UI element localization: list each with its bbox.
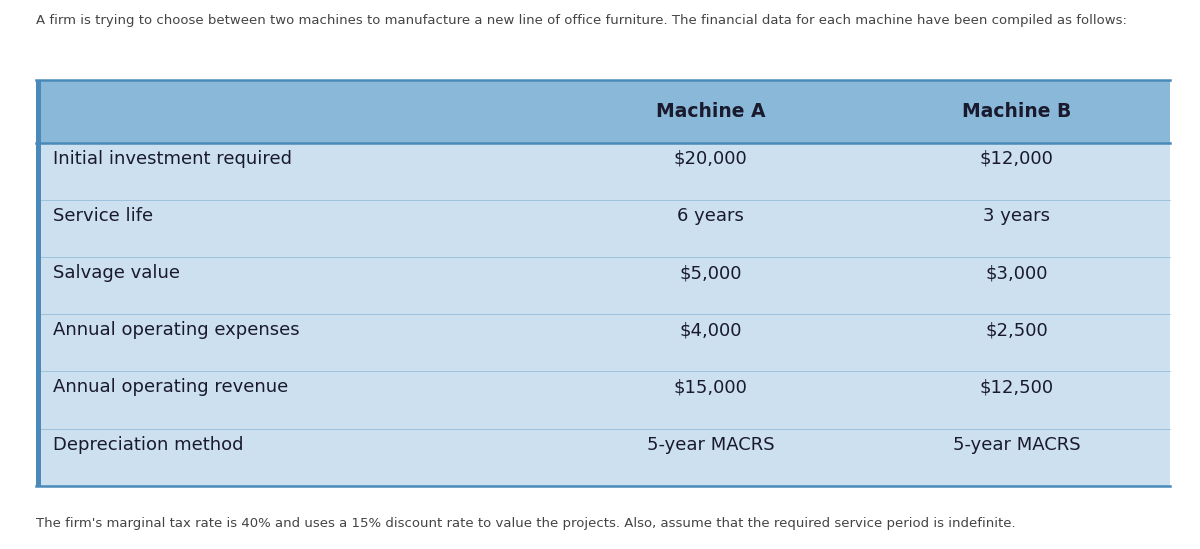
Text: The firm's marginal tax rate is 40% and uses a 15% discount rate to value the pr: The firm's marginal tax rate is 40% and … (36, 517, 1015, 530)
Text: $12,500: $12,500 (980, 378, 1054, 396)
Text: 5-year MACRS: 5-year MACRS (647, 436, 774, 453)
Text: 6 years: 6 years (677, 207, 744, 225)
Text: $20,000: $20,000 (674, 149, 748, 167)
Text: Machine B: Machine B (962, 102, 1072, 121)
Text: $15,000: $15,000 (673, 378, 748, 396)
Text: A firm is trying to choose between two machines to manufacture a new line of off: A firm is trying to choose between two m… (36, 14, 1127, 27)
Text: $5,000: $5,000 (679, 264, 742, 282)
Text: $2,500: $2,500 (985, 321, 1049, 339)
Text: Machine A: Machine A (656, 102, 766, 121)
Text: Initial investment required: Initial investment required (53, 149, 292, 167)
Text: $12,000: $12,000 (980, 149, 1054, 167)
Bar (36, 80, 41, 486)
Text: Depreciation method: Depreciation method (53, 436, 244, 453)
Text: $4,000: $4,000 (679, 321, 742, 339)
Text: 5-year MACRS: 5-year MACRS (953, 436, 1081, 453)
Text: Service life: Service life (53, 207, 154, 225)
Bar (36, 80, 1170, 143)
Text: Annual operating revenue: Annual operating revenue (53, 378, 288, 396)
Text: 3 years: 3 years (984, 207, 1050, 225)
Bar (36, 80, 1170, 486)
Text: Salvage value: Salvage value (53, 264, 180, 282)
Text: $3,000: $3,000 (985, 264, 1048, 282)
Text: Annual operating expenses: Annual operating expenses (53, 321, 300, 339)
